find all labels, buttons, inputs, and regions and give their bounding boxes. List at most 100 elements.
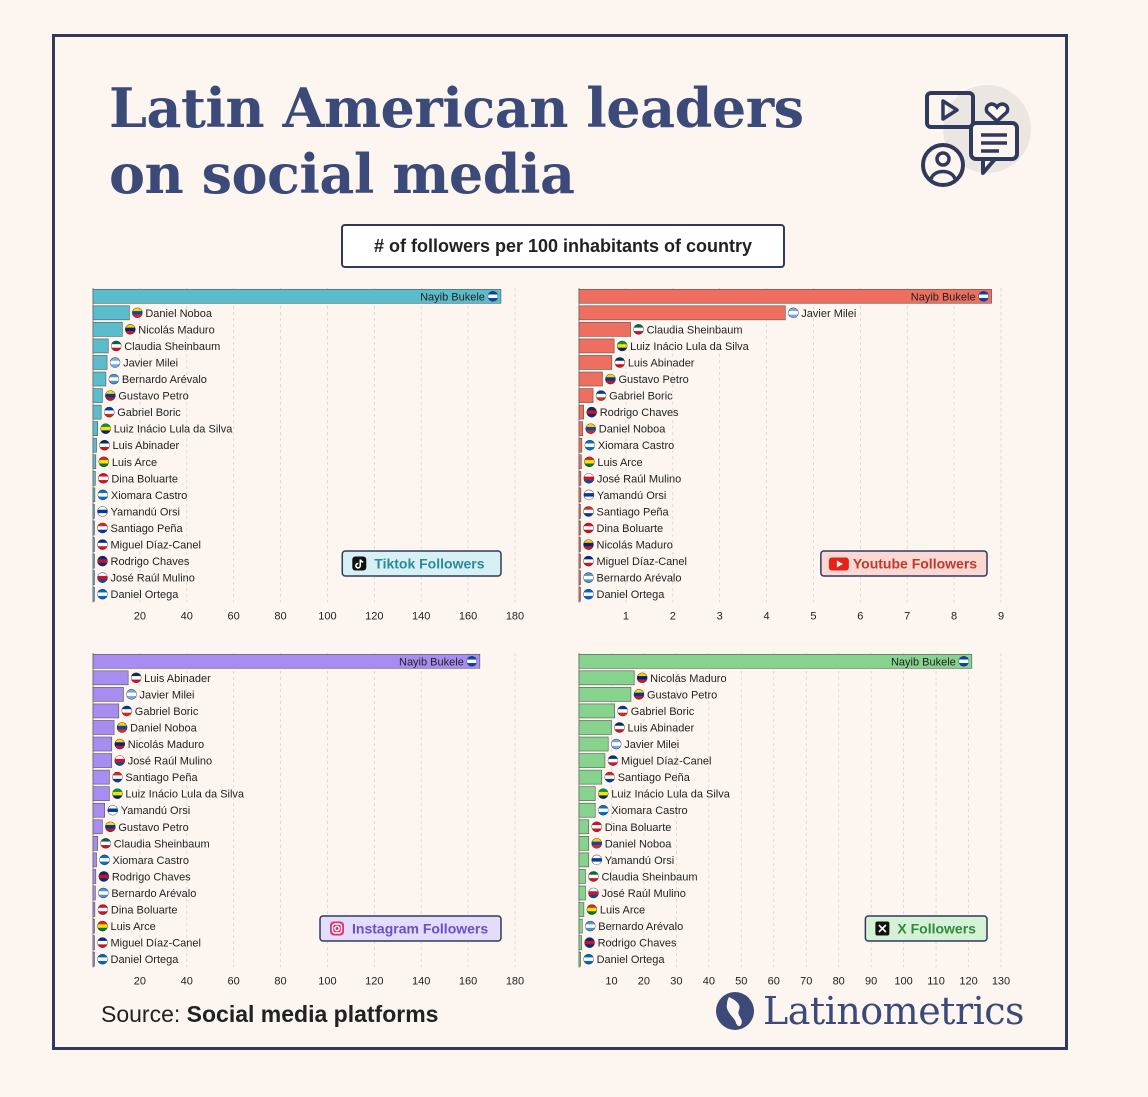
x-tick-label: 80 <box>274 975 286 987</box>
bar-label: Gabriel Boric <box>631 706 695 718</box>
bar-santiago-pena <box>578 769 603 785</box>
bar-nicolas-maduro <box>578 670 635 686</box>
bar-label: Daniel Noboa <box>605 838 673 850</box>
x-tick-label: 20 <box>134 975 146 987</box>
bar-dina-boluarte <box>92 902 96 917</box>
bar-label: Nayib Bukele <box>399 656 464 668</box>
source-note: Source: Social media platforms <box>101 1001 438 1028</box>
flag-icon <box>97 489 109 501</box>
flag-icon <box>98 871 110 882</box>
bar-luis-abinader <box>578 355 613 370</box>
bar-santiago-pena <box>92 520 95 536</box>
infographic-frame: Latin American leaders on social media #… <box>52 34 1068 1050</box>
bar-dina-boluarte <box>578 520 581 536</box>
flag-icon <box>112 771 123 783</box>
x-tick-label: 1 <box>623 610 629 622</box>
flag-icon <box>788 307 799 319</box>
flag-icon <box>105 821 116 832</box>
bar-rodrigo-chaves <box>578 404 584 420</box>
bar-nayib-bukele <box>578 653 973 669</box>
bar-label: Daniel Noboa <box>145 308 213 320</box>
x-tick-label: 100 <box>318 610 336 622</box>
bar-gustavo-petro <box>92 819 103 835</box>
bar-label: Dina Boluarte <box>597 523 664 535</box>
bar-javier-milei <box>578 736 609 752</box>
bar-daniel-noboa <box>92 305 130 321</box>
bar-claudia-sheinbaum <box>92 338 109 354</box>
bar-label: Nayib Bukele <box>891 656 956 668</box>
x-tick-label: 20 <box>134 610 146 622</box>
bar-label: Claudia Sheinbaum <box>114 838 210 850</box>
bar-label: Nicolás Maduro <box>138 324 214 336</box>
instagram-icon <box>330 921 345 936</box>
flag-icon <box>583 489 595 501</box>
flag-icon <box>598 805 609 816</box>
bar-label: Nicolás Maduro <box>128 739 204 751</box>
x-tick-label: 60 <box>768 975 780 987</box>
bar-claudia-sheinbaum <box>578 322 631 337</box>
x-tick-label: 10 <box>605 975 617 987</box>
x-tick-label: 3 <box>717 610 723 622</box>
title-line-2: on social media <box>109 142 575 206</box>
bar-label: José Raúl Mulino <box>128 756 212 768</box>
bar-label: Claudia Sheinbaum <box>647 324 743 336</box>
flag-icon <box>97 555 108 567</box>
bar-label: Daniel Ortega <box>597 954 666 966</box>
flag-icon <box>100 423 111 434</box>
bar-gustavo-petro <box>92 388 103 403</box>
bar-label: Rodrigo Chaves <box>600 407 679 419</box>
x-tick-label: 140 <box>412 975 430 987</box>
bar-luiz-inacio-lula-da-silva <box>92 786 110 801</box>
flag-icon <box>97 539 108 550</box>
bar-label: Luis Abinader <box>627 722 694 734</box>
flag-icon <box>98 887 109 899</box>
x-tick-label: 2 <box>670 610 676 622</box>
bar-daniel-noboa <box>578 836 590 851</box>
bar-label: Claudia Sheinbaum <box>601 871 697 883</box>
bar-label: Javier Milei <box>801 308 856 320</box>
bar-luiz-inacio-lula-da-silva <box>92 421 98 436</box>
bar-label: Nayib Bukele <box>420 291 485 303</box>
bar-jose-raul-mulino <box>92 753 113 768</box>
bar-label: Luis Arce <box>111 921 156 933</box>
bar-label: Luiz Inácio Lula da Silva <box>125 789 245 801</box>
bar-miguel-diaz-canel <box>92 935 95 950</box>
x-tick-label: 120 <box>365 975 383 987</box>
flag-icon <box>112 788 123 799</box>
bar-label: Javier Milei <box>123 357 178 369</box>
bar-rodrigo-chaves <box>92 553 95 569</box>
flag-icon <box>105 390 116 401</box>
bar-label: Yamandú Orsi <box>111 506 181 518</box>
bar-label: Dina Boluarte <box>605 822 672 834</box>
flag-icon <box>108 373 120 385</box>
bar-label: Bernardo Arévalo <box>122 374 207 386</box>
flag-icon <box>614 722 625 733</box>
brand-logo: Latinometrics <box>715 989 1025 1033</box>
page-title: Latin American leaders on social media <box>109 75 804 207</box>
bar-label: Gabriel Boric <box>135 706 199 718</box>
x-tick-label: 180 <box>506 975 524 987</box>
x-tick-label: 7 <box>904 610 910 622</box>
flag-icon <box>114 755 125 766</box>
flag-icon <box>97 953 108 965</box>
bar-gabriel-boric <box>578 703 616 719</box>
flag-icon <box>126 689 137 700</box>
flag-icon <box>99 440 110 451</box>
bar-gabriel-boric <box>92 404 102 420</box>
platform-badge <box>820 550 988 577</box>
bar-label: Miguel Díaz-Canel <box>111 938 201 950</box>
bar-gustavo-petro <box>578 371 603 387</box>
x-tick-label: 8 <box>951 610 957 622</box>
flag-icon <box>98 456 110 467</box>
flag-icon <box>595 390 607 401</box>
platform-badge <box>341 550 502 577</box>
flag-icon <box>97 588 108 600</box>
bar-label: Gabriel Boric <box>117 407 181 419</box>
bar-label: Santiago Peña <box>618 772 691 784</box>
flag-icon <box>130 672 142 684</box>
bar-label: Luiz Inácio Lula da Silva <box>611 789 731 801</box>
x-bar-chart: Nayib Bukele Nicolás Maduro Gustavo Petro G… <box>578 653 1010 987</box>
bar-label: Miguel Díaz-Canel <box>597 556 687 568</box>
bar-label: Nicolás Maduro <box>597 540 673 552</box>
x-tick-label: 70 <box>800 975 812 987</box>
